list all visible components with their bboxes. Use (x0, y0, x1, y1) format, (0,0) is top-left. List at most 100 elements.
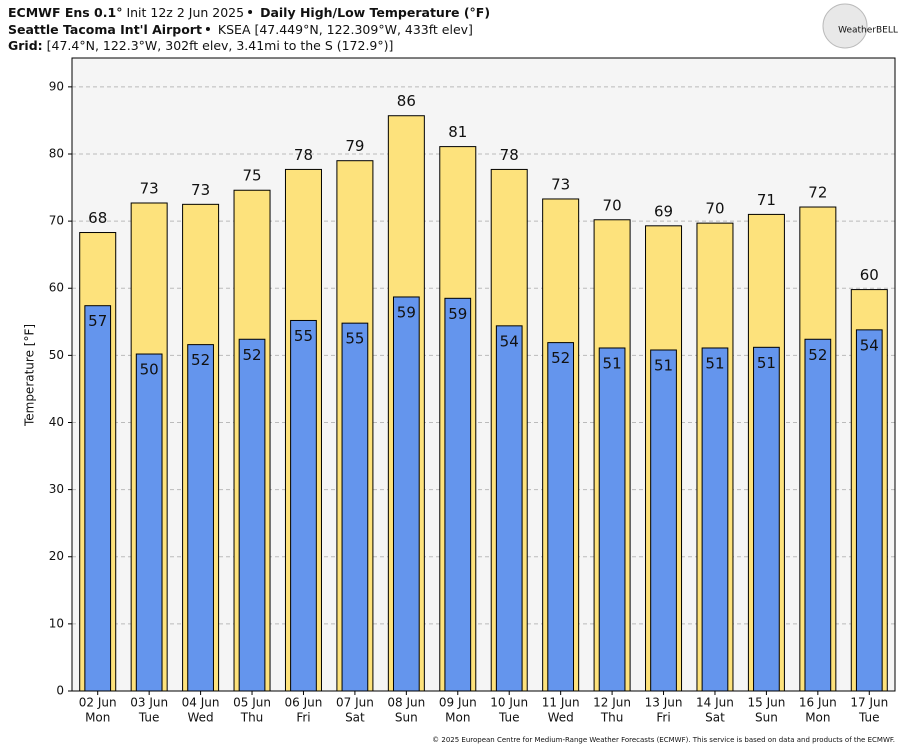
y-tick-label: 80 (49, 146, 64, 160)
y-tick-label: 20 (49, 549, 64, 563)
low-bar (495, 325, 523, 692)
low-bar (444, 297, 472, 692)
x-tick-label: 03 Jun (130, 696, 168, 710)
header-line-2: Seattle Tacoma Int'l Airport KSEA [47.44… (8, 22, 473, 37)
value-label: 54 (500, 332, 519, 350)
low-bar (187, 344, 214, 692)
low-bar (392, 296, 420, 692)
x-tick-weekday: Sun (395, 711, 418, 725)
plot-frame (71, 57, 896, 692)
x-tick-weekday: Sun (755, 711, 778, 725)
y-tick-label: 60 (49, 281, 64, 295)
x-tick-label: 15 Jun (747, 696, 785, 710)
x-tick-label: 11 Jun (542, 696, 580, 710)
x-tick-weekday: Fri (656, 711, 670, 725)
low-bar (855, 329, 883, 692)
header-line-3: Grid: [47.4°N, 122.3°W, 302ft elev, 3.41… (8, 38, 393, 53)
x-tick-weekday: Mon (85, 711, 110, 725)
low-bar (290, 319, 317, 692)
x-tick-weekday: Tue (858, 711, 880, 725)
x-tick-weekday: Tue (498, 711, 520, 725)
value-label: 70 (705, 200, 724, 218)
x-tick-weekday: Tue (138, 711, 160, 725)
y-tick-label: 90 (49, 79, 64, 93)
low-bar (135, 353, 163, 692)
value-label: 52 (191, 351, 210, 369)
value-label: 71 (757, 191, 776, 209)
value-label: 52 (242, 346, 261, 364)
x-tick-label: 05 Jun (233, 696, 271, 710)
x-tick-label: 17 Jun (850, 696, 888, 710)
low-bar (804, 338, 832, 692)
value-label: 59 (448, 305, 467, 323)
y-tick-label: 70 (49, 214, 64, 228)
x-tick-weekday: Mon (805, 711, 830, 725)
low-bar (238, 338, 266, 692)
value-label: 68 (88, 209, 107, 227)
y-tick-label: 0 (56, 684, 64, 698)
x-tick-label: 04 Jun (182, 696, 220, 710)
low-bar (341, 322, 369, 692)
value-label: 51 (705, 354, 724, 372)
x-tick-label: 12 Jun (593, 696, 631, 710)
logo: WeatherBELL (838, 26, 898, 36)
value-label: 81 (448, 123, 467, 141)
value-label: 55 (345, 330, 364, 348)
y-tick-label: 30 (49, 482, 64, 496)
y-tick-label: 40 (49, 415, 64, 429)
x-tick-weekday: Mon (445, 711, 470, 725)
model: ECMWF Ens 0.1° (8, 5, 122, 20)
logo-mark (822, 3, 868, 49)
x-tick-weekday: Thu (600, 711, 624, 725)
value-label: 59 (397, 303, 416, 321)
separator (248, 10, 253, 14)
x-tick-weekday: Sat (345, 711, 365, 725)
x-tick-weekday: Wed (548, 711, 574, 725)
x-tick-weekday: Fri (296, 711, 310, 725)
y-tick-label: 50 (49, 348, 64, 362)
separator (205, 27, 210, 31)
x-tick-label: 16 Jun (799, 696, 837, 710)
value-label: 70 (603, 196, 622, 214)
value-label: 75 (242, 167, 261, 185)
x-tick-label: 08 Jun (387, 696, 425, 710)
x-tick-label: 10 Jun (490, 696, 528, 710)
value-label: 69 (654, 202, 673, 220)
init: Init 12z 2 Jun 2025 (126, 5, 244, 20)
value-label: 52 (551, 349, 570, 367)
value-label: 78 (500, 146, 519, 164)
x-tick-label: 06 Jun (285, 696, 323, 710)
x-tick-label: 07 Jun (336, 696, 374, 710)
low-bar (598, 347, 626, 692)
value-label: 79 (345, 137, 364, 155)
value-label: 54 (860, 336, 879, 354)
value-label: 73 (551, 175, 570, 193)
station: Seattle Tacoma Int'l Airport (8, 22, 202, 37)
x-tick-label: 09 Jun (439, 696, 477, 710)
value-label: 50 (140, 361, 159, 379)
grid-info: [47.4°N, 122.3°W, 302ft elev, 3.41mi to … (47, 38, 394, 53)
value-label: 55 (294, 327, 313, 345)
value-label: 52 (808, 346, 827, 364)
low-bar (650, 349, 677, 692)
x-tick-weekday: Thu (240, 711, 264, 725)
footer: © 2025 European Centre for Medium-Range … (432, 736, 895, 744)
x-tick-label: 13 Jun (645, 696, 683, 710)
title: Daily High/Low Temperature (°F) (260, 5, 490, 20)
low-bar (547, 342, 575, 692)
value-label: 73 (191, 181, 210, 199)
value-label: 72 (808, 184, 827, 202)
value-label: 60 (860, 266, 879, 284)
low-bar (84, 305, 112, 692)
value-label: 51 (603, 354, 622, 372)
y-axis-label: Temperature [°F] (23, 324, 37, 427)
value-label: 51 (757, 354, 776, 372)
y-tick-label: 10 (49, 616, 64, 630)
x-tick-label: 02 Jun (79, 696, 117, 710)
value-label: 73 (140, 179, 159, 197)
station-info: KSEA [47.449°N, 122.309°W, 433ft elev] (218, 22, 473, 37)
value-label: 57 (88, 312, 107, 330)
low-bar (701, 347, 729, 692)
x-tick-weekday: Sat (705, 711, 725, 725)
x-tick-label: 14 Jun (696, 696, 734, 710)
